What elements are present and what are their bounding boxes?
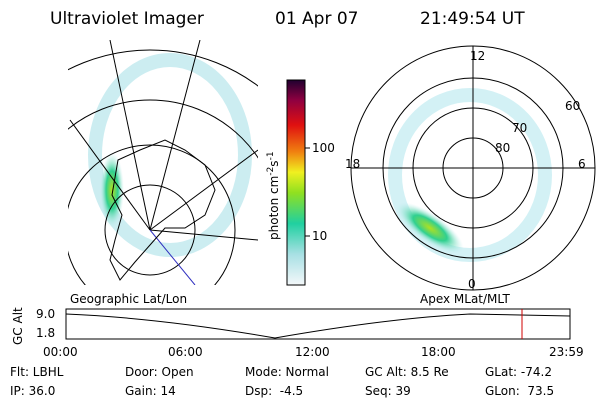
geographic-map [68,40,258,285]
info-field: Gain: 14 [125,384,176,398]
polar-label: 60 [565,99,580,113]
header: Ultraviolet Imager 01 Apr 07 21:49:54 UT [50,9,525,29]
info-field: Seq: 39 [365,384,411,398]
colorbar-tick: 10 [312,229,327,243]
info-block: Flt: LBHL Door: Open Mode: Normal GC Alt: 8… [10,365,554,398]
colorbar-tick: 100 [312,141,335,155]
polar-label: 6 [578,157,586,171]
info-field: Dsp: -4.5 [245,384,303,398]
altitude-panel: Geographic Lat/Lon Apex MLat/MLT GC Alt … [11,292,584,359]
info-field: Mode: Normal [245,365,329,379]
title: Ultraviolet Imager [50,9,204,29]
info-field: IP: 36.0 [10,384,55,398]
info-field: Door: Open [125,365,194,379]
time: 21:49:54 UT [420,9,525,29]
info-field: GC Alt: 8.5 Re [365,365,449,379]
x-tick-label: 00:00 [43,345,78,359]
info-field: GLon: 73.5 [485,384,554,398]
x-tick-label: 18:00 [421,345,456,359]
polar-label: 18 [345,157,360,171]
polar-label: 80 [495,141,510,155]
x-tick-label: 06:00 [168,345,203,359]
y-tick-label: 1.8 [36,326,55,340]
colorbar: 100 10 photon cm-2s-1 [266,79,335,286]
polar-label: 70 [512,121,527,135]
info-field: GLat: -74.2 [485,365,552,379]
polar-label: 12 [470,49,485,63]
info-field: Flt: LBHL [10,365,64,379]
x-tick-label: 12:00 [295,345,330,359]
x-tick-label: 23:59 [549,345,584,359]
date: 01 Apr 07 [275,9,358,29]
y-tick-label: 9.0 [36,307,55,321]
polar-label: 0 [468,277,476,291]
panel-title: Geographic Lat/Lon [70,292,187,306]
colorbar-label: photon cm-2s-1 [266,151,281,240]
panel-title: Apex MLat/MLT [420,292,510,306]
polar-map: 12 60 70 80 18 6 0 [345,45,596,291]
y-label: GC Alt [11,307,25,345]
